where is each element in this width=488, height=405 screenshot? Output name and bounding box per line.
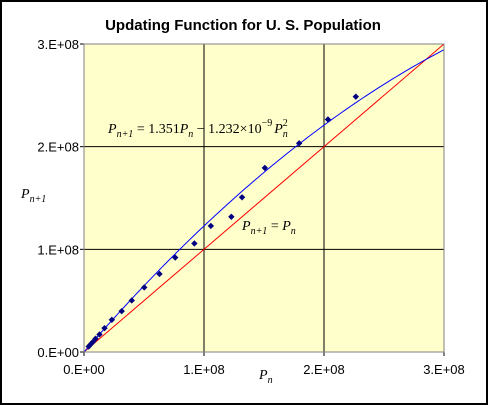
identity-equation-label: Pn+1 = Pn — [241, 219, 296, 237]
data-point-8 — [128, 297, 135, 304]
x-tick-label-0: 0.E+00 — [63, 362, 105, 377]
y-tick-label-1: 1.E+08 — [37, 242, 79, 257]
data-point-17 — [295, 140, 303, 147]
data-point-6 — [108, 316, 116, 323]
x-tick-label-2: 2.E+08 — [303, 362, 345, 377]
x-tick-label-3: 3.E+08 — [423, 362, 465, 377]
identity-line — [83, 43, 445, 353]
y-tick-label-2: 2.E+08 — [37, 140, 79, 155]
data-point-10 — [156, 270, 163, 278]
data-point-19 — [352, 93, 359, 100]
plot-border — [83, 43, 445, 353]
data-point-7 — [118, 307, 125, 315]
data-point-13 — [207, 222, 215, 230]
data-point-11 — [172, 254, 179, 261]
y-tick-label-3: 3.E+08 — [37, 37, 79, 52]
y-tick-label-0: 0.E+00 — [37, 345, 79, 360]
model-equation-label: Pn+1 = 1.351Pn − 1.232×10−9 Pn2 — [107, 118, 288, 140]
data-point-16 — [261, 164, 269, 172]
data-point-5 — [101, 324, 108, 332]
data-points — [85, 93, 359, 350]
y-axis-label: Pn+1 — [20, 187, 46, 205]
data-point-4 — [96, 331, 103, 338]
data-point-15 — [238, 194, 246, 201]
chart-title: Updating Function for U. S. Population — [105, 17, 381, 34]
y-axis-ticks: 0.E+00 1.E+08 2.E+08 3.E+08 — [37, 37, 84, 360]
x-axis-ticks: 0.E+00 1.E+08 2.E+08 3.E+08 — [63, 352, 465, 377]
data-point-3 — [92, 335, 99, 342]
x-tick-label-1: 1.E+08 — [183, 362, 225, 377]
x-axis-label: Pn — [258, 368, 273, 386]
data-point-14 — [228, 213, 235, 220]
data-point-12 — [191, 240, 198, 247]
data-point-18 — [324, 116, 332, 123]
data-point-9 — [141, 284, 148, 291]
